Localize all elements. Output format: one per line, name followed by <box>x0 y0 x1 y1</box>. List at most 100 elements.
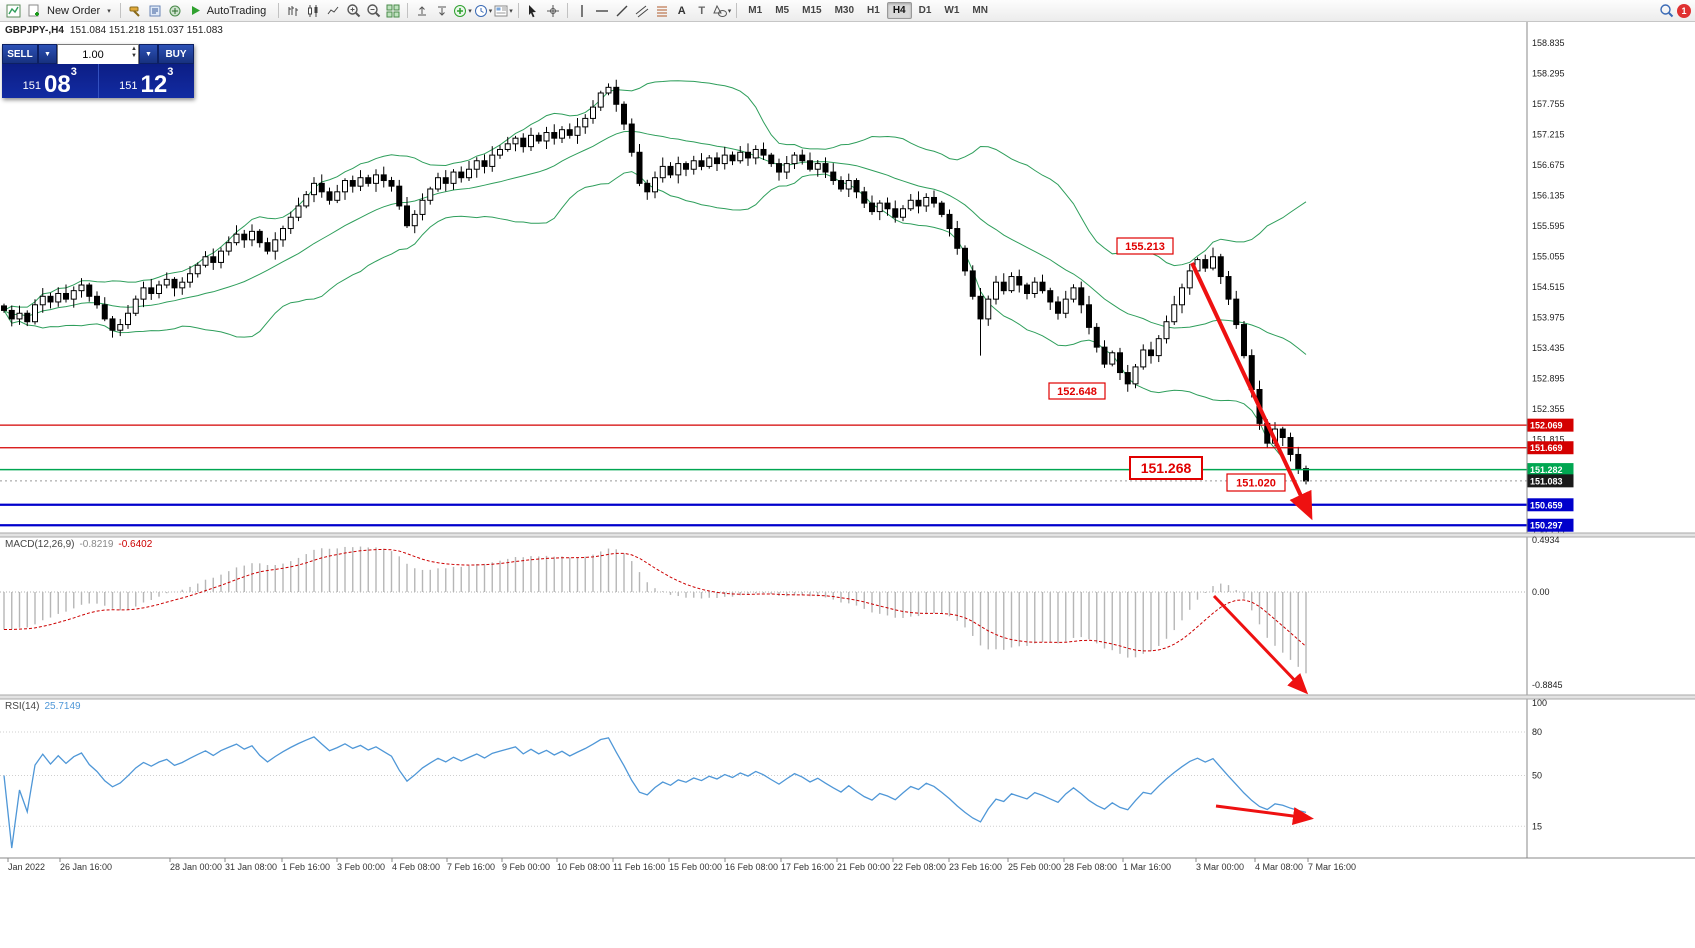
candle <box>8 309 15 320</box>
candle <box>256 230 263 244</box>
new-order-icon <box>28 4 39 17</box>
svg-text:151.815: 151.815 <box>1532 434 1565 444</box>
shapes-icon[interactable]: ▾ <box>713 2 732 20</box>
candle <box>194 264 201 275</box>
buy-price[interactable]: 151 12 3 <box>97 64 195 98</box>
bar-chart-icon[interactable] <box>284 2 302 20</box>
indicators-icon[interactable]: ▾ <box>453 2 472 20</box>
timeframe-m5[interactable]: M5 <box>775 5 790 16</box>
candle <box>241 233 248 241</box>
candle <box>450 171 457 184</box>
svg-text:158.295: 158.295 <box>1532 68 1565 78</box>
svg-text:156.675: 156.675 <box>1532 160 1565 170</box>
candle <box>605 86 612 94</box>
sell-price-pipette: 3 <box>70 66 77 78</box>
trendline-icon[interactable] <box>613 2 631 20</box>
buy-dropdown[interactable]: ▼ <box>139 44 158 64</box>
vertical-line-icon[interactable] <box>573 2 591 20</box>
candle <box>590 106 596 119</box>
fibonacci-icon[interactable] <box>653 2 671 20</box>
cursor-icon[interactable] <box>524 2 542 20</box>
buy-button[interactable]: BUY <box>158 44 194 64</box>
candle <box>1179 287 1185 306</box>
volume-input[interactable] <box>58 46 138 64</box>
candle <box>776 163 782 173</box>
timeframe-d1[interactable]: D1 <box>918 5 932 16</box>
templates-icon[interactable]: ▾ <box>494 2 513 20</box>
volume-stepper[interactable]: ▲ ▼ <box>131 46 137 59</box>
expert-advisor-icon[interactable] <box>126 2 144 20</box>
candle <box>357 177 364 187</box>
candle <box>94 295 100 306</box>
candle <box>845 180 852 190</box>
scripts-icon[interactable] <box>146 2 164 20</box>
candlestick-chart-icon[interactable] <box>304 2 322 20</box>
chevron-down-icon: ▾ <box>727 7 732 15</box>
candle <box>1047 290 1054 303</box>
line-chart-icon[interactable] <box>324 2 342 20</box>
candle <box>435 177 441 190</box>
candle <box>520 137 527 148</box>
svg-text:-0.8845: -0.8845 <box>1532 680 1563 690</box>
candle <box>365 177 372 184</box>
search-icon[interactable] <box>1657 2 1675 20</box>
candle <box>1279 428 1286 439</box>
timeframe-h4[interactable]: H4 <box>886 2 912 19</box>
candle <box>1202 259 1209 269</box>
arrange-up-icon[interactable] <box>413 2 431 20</box>
candle <box>721 154 728 165</box>
candle <box>1295 453 1302 470</box>
sell-price[interactable]: 151 08 3 <box>2 64 98 98</box>
candle <box>559 129 565 139</box>
zoom-in-icon[interactable] <box>344 2 362 20</box>
timeframe-h1[interactable]: H1 <box>867 5 880 16</box>
equidistant-channel-icon[interactable] <box>633 2 651 20</box>
candle <box>47 295 54 303</box>
svg-text:152.069: 152.069 <box>1530 421 1563 431</box>
autotrading-button[interactable]: AutoTrading <box>186 2 274 20</box>
candle <box>39 295 46 306</box>
market-icon[interactable] <box>166 2 184 20</box>
candle <box>1287 437 1294 455</box>
candle <box>287 216 294 230</box>
candle <box>923 196 930 207</box>
zoom-out-icon[interactable] <box>364 2 382 20</box>
candle <box>993 281 999 300</box>
candle <box>202 256 209 266</box>
candle <box>233 233 240 244</box>
arrange-down-icon[interactable] <box>433 2 451 20</box>
timeframe-mn[interactable]: MN <box>972 5 988 16</box>
candle <box>1039 281 1046 292</box>
crosshair-icon[interactable] <box>544 2 562 20</box>
candle <box>1101 346 1108 365</box>
timeframe-m30[interactable]: M30 <box>834 5 855 16</box>
text-icon[interactable]: A <box>677 4 686 17</box>
text-label-icon[interactable]: T <box>698 4 706 17</box>
timeframe-w1[interactable]: W1 <box>944 5 960 16</box>
candle <box>652 177 658 193</box>
candle <box>613 86 620 105</box>
horizontal-line-icon[interactable] <box>593 2 611 20</box>
periods-clock-icon[interactable]: ▾ <box>474 2 492 20</box>
candle <box>644 182 651 193</box>
tile-windows-icon[interactable] <box>384 2 402 20</box>
toolbar-separator <box>407 3 409 18</box>
candle <box>892 208 899 218</box>
sell-dropdown[interactable]: ▼ <box>38 44 57 64</box>
candle <box>915 199 922 207</box>
notification-badge[interactable]: 1 <box>1677 3 1691 18</box>
buy-price-prefix: 151 <box>119 80 138 92</box>
candle <box>249 230 255 241</box>
candle <box>706 157 713 167</box>
candle <box>535 134 542 142</box>
chart-window-icon[interactable] <box>4 2 22 20</box>
timeframe-m15[interactable]: M15 <box>802 5 822 16</box>
timeframe-m1[interactable]: M1 <box>748 5 763 16</box>
sell-button[interactable]: SELL <box>2 44 38 64</box>
bollinger-bands <box>3 80 1307 508</box>
new-order-button[interactable]: New Order ▾ <box>24 2 115 20</box>
candle <box>528 134 534 148</box>
svg-text:28 Jan 00:00: 28 Jan 00:00 <box>170 862 222 872</box>
buy-price-main: 12 <box>140 70 168 98</box>
